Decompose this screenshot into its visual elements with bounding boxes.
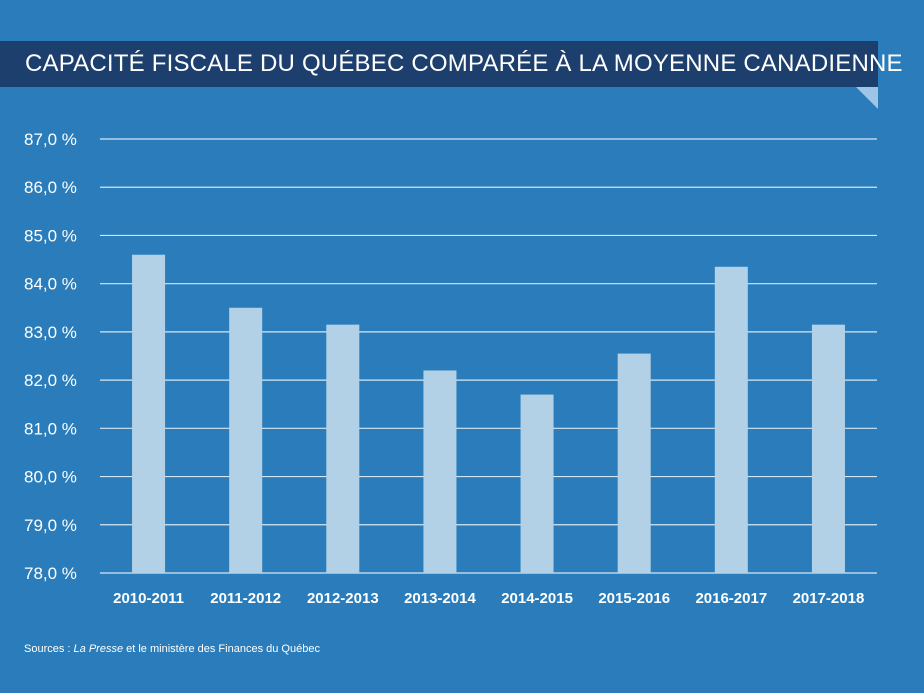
x-tick-label: 2016-2017: [695, 590, 767, 607]
bar: [423, 370, 457, 573]
bar: [326, 324, 360, 573]
y-tick-label: 79,0 %: [24, 516, 77, 535]
x-tick-label: 2015-2016: [598, 590, 670, 607]
x-tick-label: 2014-2015: [501, 590, 573, 607]
y-tick-label: 86,0 %: [24, 178, 77, 197]
x-tick-label: 2017-2018: [793, 590, 865, 607]
y-tick-label: 87,0 %: [24, 130, 77, 149]
bar: [714, 266, 748, 573]
bar: [132, 254, 166, 573]
source-prefix: Sources :: [24, 643, 74, 655]
x-tick-label: 2012-2013: [307, 590, 379, 607]
title-banner: CAPACITÉ FISCALE DU QUÉBEC COMPARÉE À LA…: [0, 41, 903, 87]
y-tick-label: 81,0 %: [24, 419, 77, 438]
y-tick-label: 83,0 %: [24, 323, 77, 342]
y-tick-label: 78,0 %: [24, 564, 77, 583]
source-suffix: et le ministère des Finances du Québec: [123, 643, 320, 655]
y-tick-label: 84,0 %: [24, 275, 77, 294]
banner-fold-decoration: [856, 87, 878, 109]
y-tick-label: 82,0 %: [24, 371, 77, 390]
y-tick-label: 85,0 %: [24, 226, 77, 245]
chart-title: CAPACITÉ FISCALE DU QUÉBEC COMPARÉE À LA…: [25, 50, 903, 77]
x-tick-label: 2013-2014: [404, 590, 476, 607]
bar: [229, 307, 263, 573]
bar: [617, 353, 651, 573]
bar: [811, 324, 845, 573]
source-publication: La Presse: [73, 643, 124, 655]
x-tick-label: 2011-2012: [210, 590, 281, 607]
source-note: Sources : La Presse et le ministère des …: [24, 643, 320, 655]
bar: [520, 394, 554, 573]
y-tick-label: 80,0 %: [24, 468, 77, 487]
x-tick-label: 2010-2011: [113, 590, 184, 607]
